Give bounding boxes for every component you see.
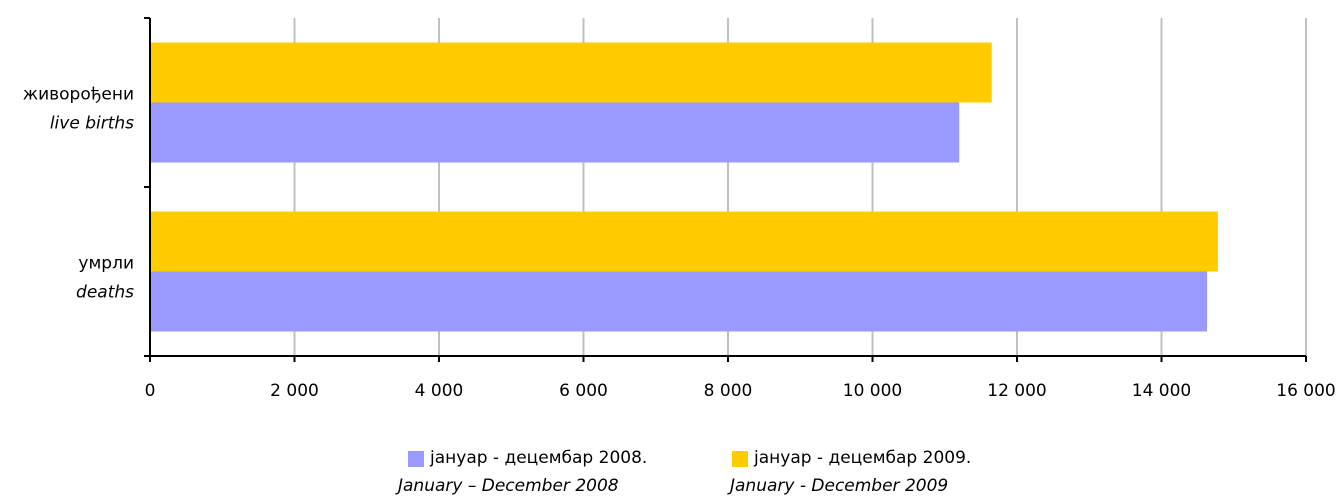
x-tick-label: 12 000 [987, 381, 1046, 401]
x-tick-label: 0 [145, 381, 156, 401]
axes [144, 17, 1306, 357]
category-sublabel: deaths [76, 283, 134, 303]
y-axis-category-labels: живорођени live births умрли deaths [23, 85, 134, 303]
x-tick-label: 16 000 [1276, 381, 1335, 401]
bar-2008-0 [150, 102, 960, 163]
x-tick-label: 2 000 [270, 381, 319, 401]
x-tick-label: 8 000 [704, 381, 753, 401]
legend-label-2008-en: January – December 2008 [398, 476, 619, 496]
bar-2009-0 [150, 42, 992, 103]
bar-2009-1 [150, 211, 1218, 272]
category-label: живорођени [23, 85, 134, 105]
category-label: умрли [78, 254, 134, 274]
x-tick-label: 10 000 [843, 381, 902, 401]
legend-label-2009: јануар - децембар 2009. [754, 448, 972, 468]
legend-swatch-2008 [408, 451, 424, 467]
legend: јануар - децембар 2008. January – Decemb… [0, 444, 1340, 500]
x-axis-ticks: 0 2 000 4 000 6 000 8 000 10 000 12 000 14 000 1… [145, 356, 1336, 401]
x-tick-label: 4 000 [415, 381, 464, 401]
category-sublabel: live births [50, 114, 134, 134]
bar-2008-1 [150, 271, 1208, 332]
x-tick-label: 6 000 [559, 381, 608, 401]
bar-chart: 0 2 000 4 000 6 000 8 000 10 000 12 000 14 000 1… [23, 17, 1336, 401]
x-tick-label: 14 000 [1132, 381, 1191, 401]
legend-label-2009-en: January - December 2009 [730, 476, 949, 496]
legend-swatch-2009 [732, 451, 748, 467]
bars [150, 42, 1218, 332]
legend-label-2008: јануар - децембар 2008. [430, 448, 648, 468]
